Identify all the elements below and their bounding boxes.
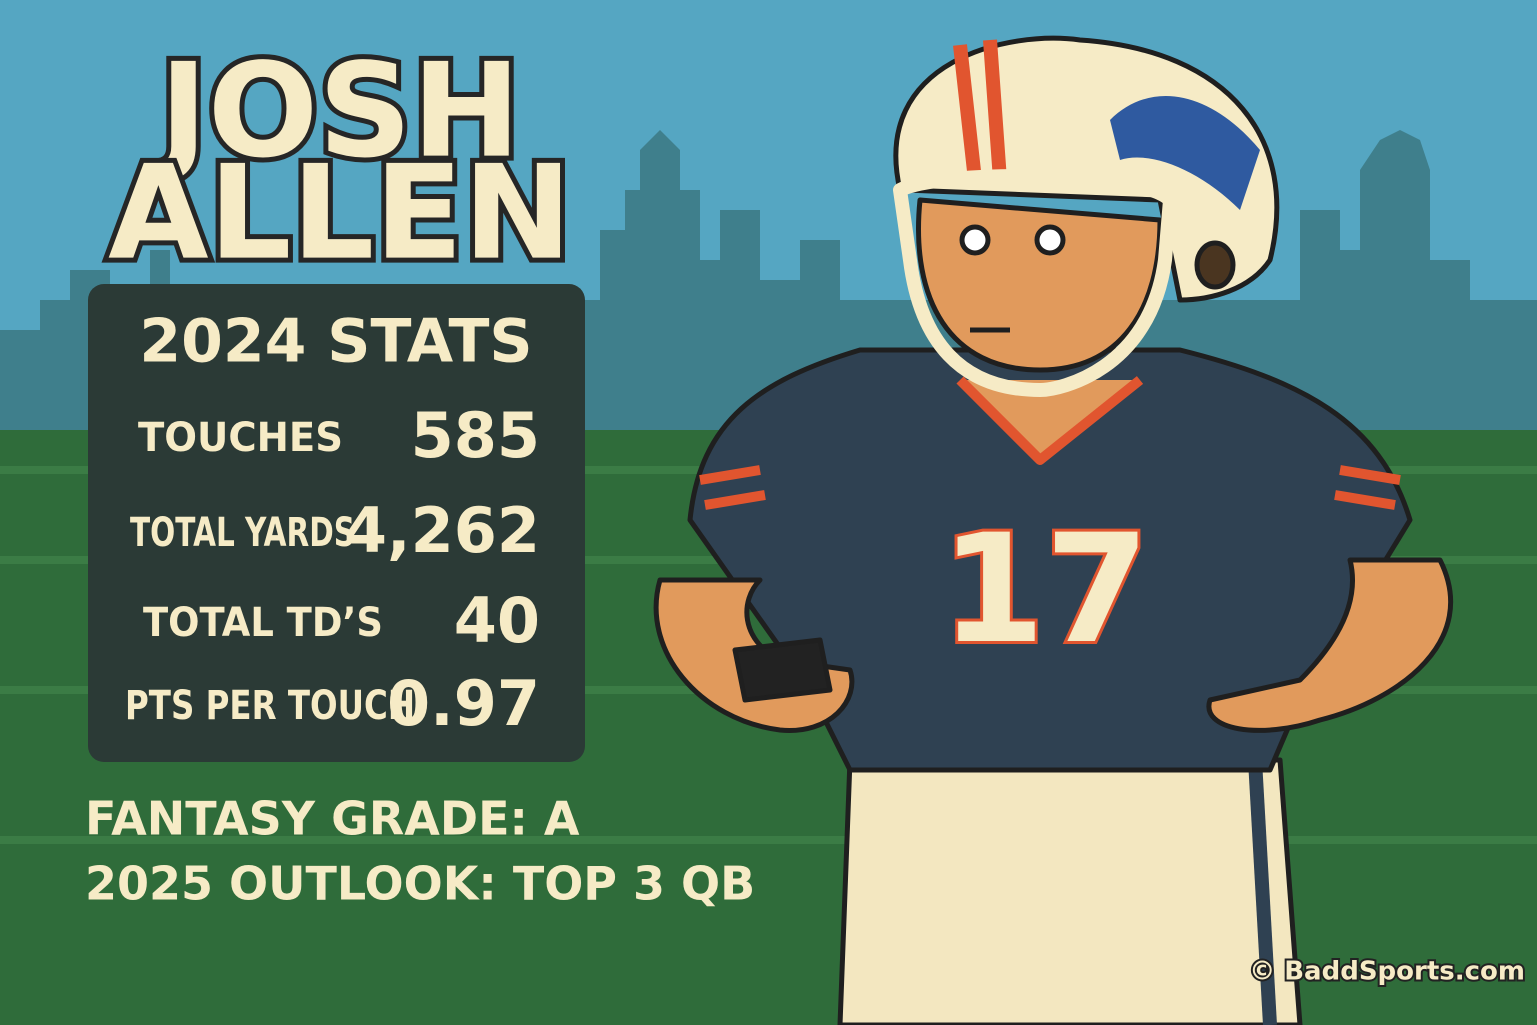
- name-line: ALLEN: [108, 137, 572, 289]
- stat-value: 40: [454, 584, 540, 657]
- outlook: 2025 OUTLOOK: TOP 3 QB: [85, 857, 755, 911]
- stats-panel: [88, 284, 585, 762]
- player-illustration: [653, 35, 1454, 1025]
- stat-label: TOTAL TD’S: [143, 600, 383, 646]
- fantasy-grade: FANTASY GRADE: A: [85, 792, 580, 846]
- stat-value: 0.97: [387, 667, 540, 740]
- stats-title: 2024 STATS: [139, 307, 532, 377]
- credit: © BaddSports.com: [1249, 957, 1525, 987]
- stat-value: 4,262: [344, 494, 540, 567]
- stat-label: TOTAL YARDS: [130, 510, 355, 556]
- stat-value: 585: [411, 399, 540, 472]
- stat-label: TOUCHES: [138, 415, 343, 461]
- name-line: JOSH: [151, 35, 520, 187]
- jersey-number: 17: [941, 503, 1150, 677]
- player-name: JOSH ALLEN: [103, 30, 577, 294]
- stat-label: PTS PER TOUCH: [125, 683, 415, 729]
